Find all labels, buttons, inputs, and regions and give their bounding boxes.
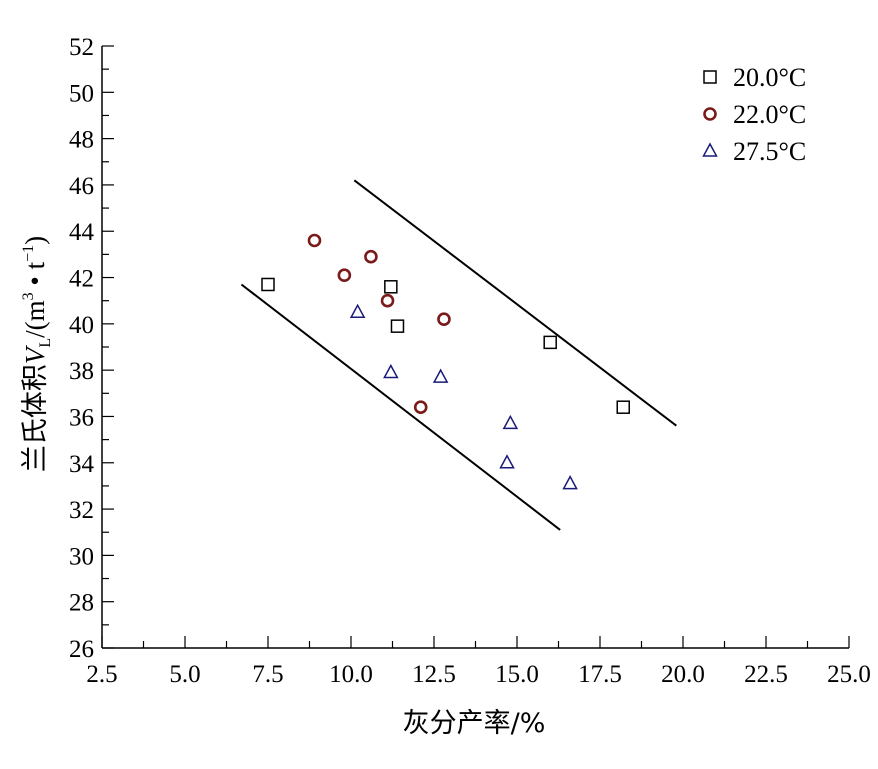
y-tick-label: 50 xyxy=(69,80,94,107)
y-tick-label: 26 xyxy=(69,636,94,663)
data-point-triangle xyxy=(502,414,519,430)
x-tick-label: 5.0 xyxy=(169,661,200,688)
data-points xyxy=(261,233,630,490)
data-point-circle xyxy=(380,293,395,308)
y-axis-title-sup2: −1 xyxy=(20,245,37,262)
y-tick-label: 30 xyxy=(69,543,94,570)
y-tick-label: 42 xyxy=(69,266,94,293)
data-point-square xyxy=(384,280,398,294)
x-tick-label: 10.0 xyxy=(329,661,373,688)
x-tick-label: 2.5 xyxy=(86,661,117,688)
y-tick-label: 28 xyxy=(69,590,94,617)
y-axis-title-unit-close: ) xyxy=(20,236,50,245)
x-tick-label: 15.0 xyxy=(495,661,539,688)
data-point-triangle xyxy=(383,363,399,379)
data-point-circle xyxy=(307,233,322,248)
bounding-line-1 xyxy=(353,179,677,427)
data-point-circle xyxy=(364,249,378,264)
data-point-square xyxy=(390,319,405,333)
x-tick-label: 17.5 xyxy=(578,661,622,688)
legend-label: 27.5°C xyxy=(733,137,806,166)
data-point-triangle xyxy=(562,475,578,490)
x-tick-label: 22.5 xyxy=(744,661,788,688)
svg-text:兰氏体积VL/(m3 • t−1): 兰氏体积VL/(m3 • t−1) xyxy=(20,236,54,472)
data-point-square xyxy=(616,400,630,414)
data-point-triangle xyxy=(349,303,366,319)
legend-marker-square xyxy=(703,70,717,84)
y-axis-title-prefix: 兰氏体积 xyxy=(20,364,51,472)
x-tick-label: 25.0 xyxy=(827,661,871,688)
legend: 20.0°C 22.0°C 27.5°C xyxy=(702,63,806,166)
data-point-square xyxy=(543,335,557,350)
y-axis-title-unit-mid: • t xyxy=(20,261,50,292)
y-tick-label: 46 xyxy=(69,173,94,200)
y-axis-title: 兰氏体积VL/(m3 • t−1) xyxy=(20,236,54,472)
x-tick-label: 12.5 xyxy=(412,661,456,688)
y-tick-label: 34 xyxy=(69,451,95,478)
y-tick-label: 32 xyxy=(69,497,94,524)
y-tick-label: 52 xyxy=(69,34,94,61)
data-point-triangle xyxy=(432,368,449,383)
y-axis-title-sub: L xyxy=(37,338,54,348)
y-axis-title-var: V xyxy=(20,344,50,364)
x-tick-label: 7.5 xyxy=(252,661,283,688)
y-tick-label: 36 xyxy=(69,404,94,431)
data-point-triangle xyxy=(499,454,515,469)
x-tick-label: 20.0 xyxy=(661,661,705,688)
y-tick-label: 48 xyxy=(69,127,94,154)
legend-label: 20.0°C xyxy=(733,63,806,92)
data-point-square xyxy=(261,277,275,292)
data-point-circle xyxy=(413,400,428,415)
legend-marker-circle xyxy=(703,107,717,121)
bounding-line-2 xyxy=(240,283,561,531)
legend-label: 22.0°C xyxy=(733,100,806,129)
axes: 2.5 5.0 7.5 10.0 12.5 15.0 17.5 20.0 22.5 25.0 26 2… xyxy=(69,34,871,688)
y-tick-label: 44 xyxy=(69,219,95,246)
y-axis-title-sup1: 3 xyxy=(20,292,37,300)
y-tick-label: 40 xyxy=(69,312,94,339)
x-axis-title: 灰分产率/% xyxy=(403,708,546,739)
data-point-circle xyxy=(337,268,352,283)
bounding-lines xyxy=(240,179,677,531)
legend-marker-triangle xyxy=(702,142,718,157)
data-point-circle xyxy=(437,312,451,327)
y-axis-title-unit-open: /(m xyxy=(20,300,50,338)
y-tick-label: 38 xyxy=(69,358,94,385)
